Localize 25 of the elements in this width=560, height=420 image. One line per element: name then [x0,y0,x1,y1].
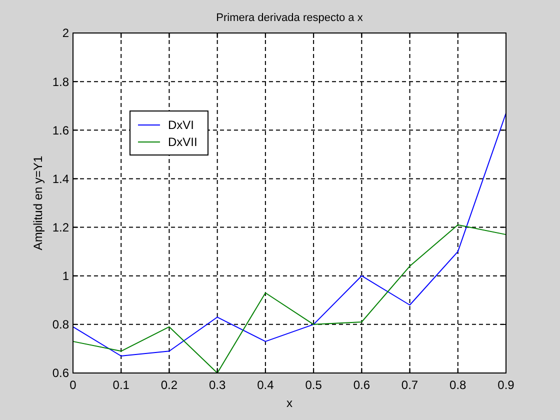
y-axis-title: Amplitud en y=Y1 [31,155,45,250]
x-tick-label: 0.8 [450,378,467,392]
x-tick-label: 0 [70,378,77,392]
x-axis-title: x [286,396,292,410]
x-tick-label: 0.4 [257,378,274,392]
legend-label: DxVII [168,135,198,150]
x-tick-label: 0.7 [401,378,418,392]
y-tick-label: 1.6 [52,123,70,138]
x-tick-label: 0.6 [353,378,370,392]
x-tick-label: 0.9 [498,378,515,392]
y-tick-label: 1.8 [52,74,70,89]
y-tick-label: 0.8 [52,318,70,332]
x-tick-label: 0.3 [208,378,226,392]
y-tick-label: 1 [62,269,70,284]
y-tick-label: 1.4 [52,172,70,186]
chart-title: Primera derivada respecto a x [216,12,364,24]
line-series [72,224,506,374]
legend-label: DxVI [168,118,194,132]
line-series [72,112,506,356]
y-tick-label: 2 [62,26,70,40]
x-tick-label: 0.1 [112,378,130,392]
x-tick-label: 0.2 [160,378,178,392]
y-tick-label: 0.6 [52,366,70,380]
y-tick-label: 1.2 [52,220,70,234]
x-tick-label: 0.5 [305,378,322,392]
